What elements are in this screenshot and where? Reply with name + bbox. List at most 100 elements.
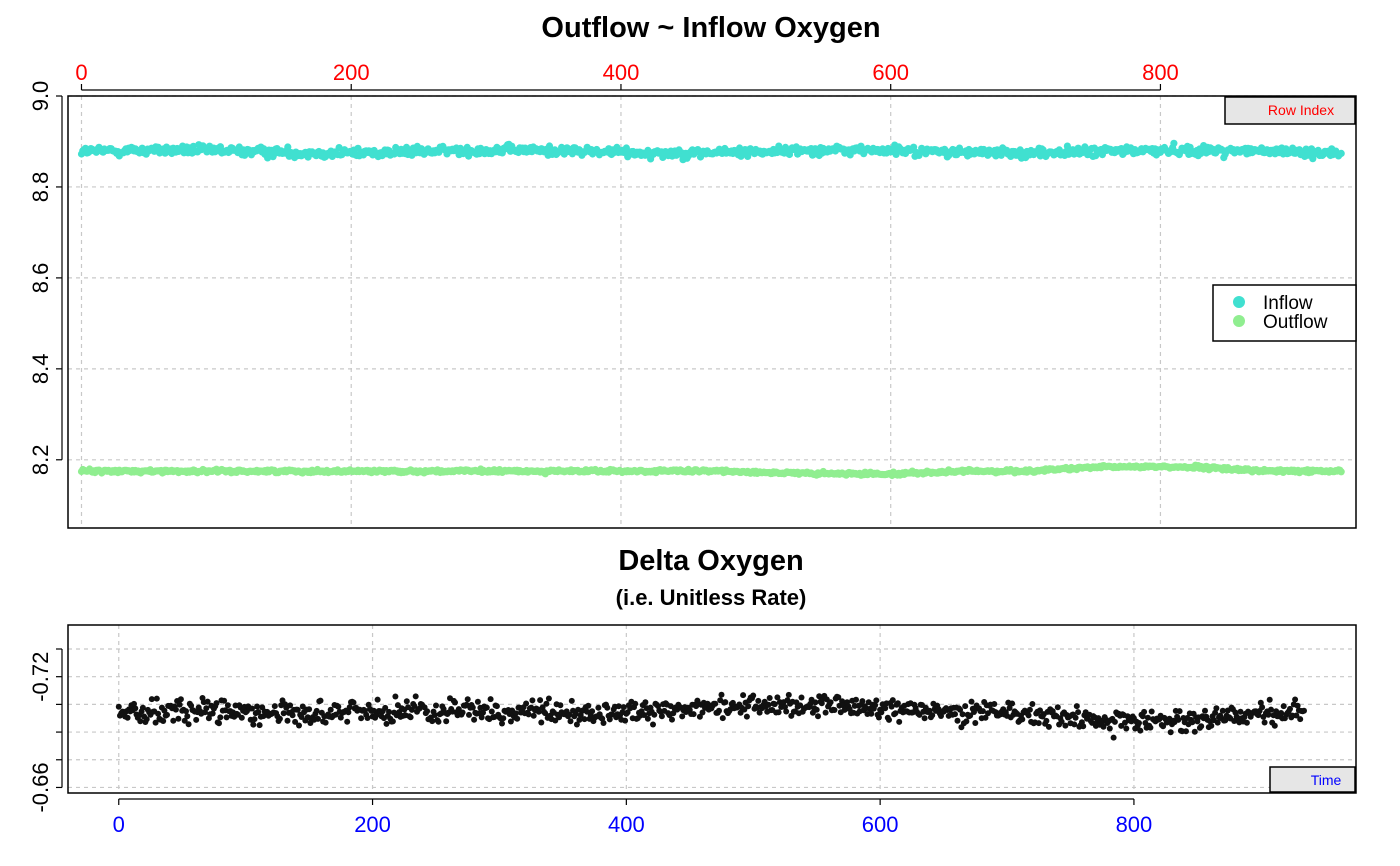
data-point [566, 711, 573, 718]
data-point [755, 697, 762, 704]
data-point [815, 713, 821, 720]
top-x-tick-label: 800 [1142, 60, 1179, 85]
data-point [892, 710, 899, 717]
bottom-y-axis: -0.72 -0.66 [28, 648, 63, 813]
data-point [115, 703, 122, 710]
data-point [435, 718, 442, 725]
data-point [538, 719, 545, 726]
data-point [1176, 708, 1183, 715]
data-point [132, 705, 139, 712]
data-point [488, 708, 495, 715]
data-point [284, 143, 292, 151]
data-point [1219, 707, 1226, 714]
data-point [131, 700, 137, 707]
top-chart-title: Outflow ~ Inflow Oxygen [541, 12, 880, 44]
data-point [1073, 703, 1080, 710]
top-y-tick-label: 8.8 [28, 172, 53, 203]
data-point [193, 716, 200, 723]
data-point [1202, 707, 1208, 714]
data-point [155, 710, 162, 717]
data-point [346, 704, 353, 711]
data-point [221, 697, 228, 704]
top-x-tick-label: 400 [603, 60, 640, 85]
data-point [1072, 714, 1079, 721]
data-point [487, 696, 494, 703]
data-point [783, 708, 790, 715]
data-point [719, 715, 726, 722]
data-point [589, 708, 596, 715]
legend: Inflow Outflow [1212, 284, 1357, 342]
top-x-tick-label: 0 [75, 60, 87, 85]
top-plot-area [67, 95, 1357, 529]
data-point [160, 718, 167, 724]
data-point [573, 721, 580, 728]
data-point [327, 706, 334, 713]
data-point [875, 714, 882, 721]
data-point [459, 709, 466, 716]
data-point [175, 715, 182, 722]
data-point [535, 708, 542, 715]
data-point [585, 702, 592, 709]
data-point [774, 694, 781, 701]
data-point [1035, 720, 1042, 727]
bottom-y-tick-label: -0.66 [28, 762, 53, 812]
data-point [203, 705, 210, 712]
data-point [722, 699, 729, 706]
data-point [1054, 704, 1061, 711]
data-point [584, 708, 590, 715]
data-point [1292, 696, 1299, 703]
data-point [595, 704, 602, 711]
outflow-points [77, 461, 1345, 480]
data-point [382, 704, 389, 711]
data-point [344, 718, 351, 725]
data-point [921, 715, 928, 722]
data-point [464, 696, 471, 703]
data-point [176, 701, 183, 708]
data-point [500, 715, 507, 722]
data-point [831, 707, 838, 713]
data-point [471, 716, 478, 723]
data-point [872, 702, 879, 709]
data-point [255, 709, 262, 715]
data-point [407, 714, 414, 721]
data-point [1198, 723, 1205, 730]
legend-box [1212, 284, 1357, 342]
data-point [216, 720, 222, 727]
data-point [466, 711, 472, 718]
data-point [853, 696, 859, 703]
data-point [296, 722, 302, 729]
data-point [926, 707, 933, 714]
data-point [1301, 707, 1307, 714]
data-point [642, 699, 649, 706]
data-point [164, 711, 170, 718]
data-point [952, 711, 958, 718]
data-point [1147, 724, 1154, 731]
data-point [632, 700, 639, 707]
data-point [1100, 723, 1107, 730]
data-point [507, 718, 514, 725]
data-point [896, 718, 903, 725]
data-point [1029, 701, 1036, 707]
bottom-x-tick-label: 200 [354, 812, 391, 837]
data-point [1175, 716, 1182, 723]
data-point [718, 691, 725, 698]
bottom-chart-subtitle: (i.e. Unitless Rate) [616, 585, 807, 610]
data-point [499, 720, 505, 727]
data-point [386, 708, 392, 715]
data-point [1110, 734, 1117, 741]
data-point [622, 717, 629, 724]
data-point [888, 703, 895, 710]
data-point [250, 721, 257, 728]
data-point [474, 698, 481, 705]
data-point [581, 716, 588, 723]
data-point [545, 695, 552, 702]
data-point [172, 706, 179, 713]
data-point [254, 703, 261, 710]
data-point [878, 709, 885, 716]
data-point [910, 143, 918, 151]
top-y-tick-label: 9.0 [28, 81, 53, 112]
data-point [294, 706, 301, 713]
data-point [537, 697, 544, 704]
legend-marker-outflow [1233, 315, 1245, 327]
data-point [1214, 719, 1221, 726]
